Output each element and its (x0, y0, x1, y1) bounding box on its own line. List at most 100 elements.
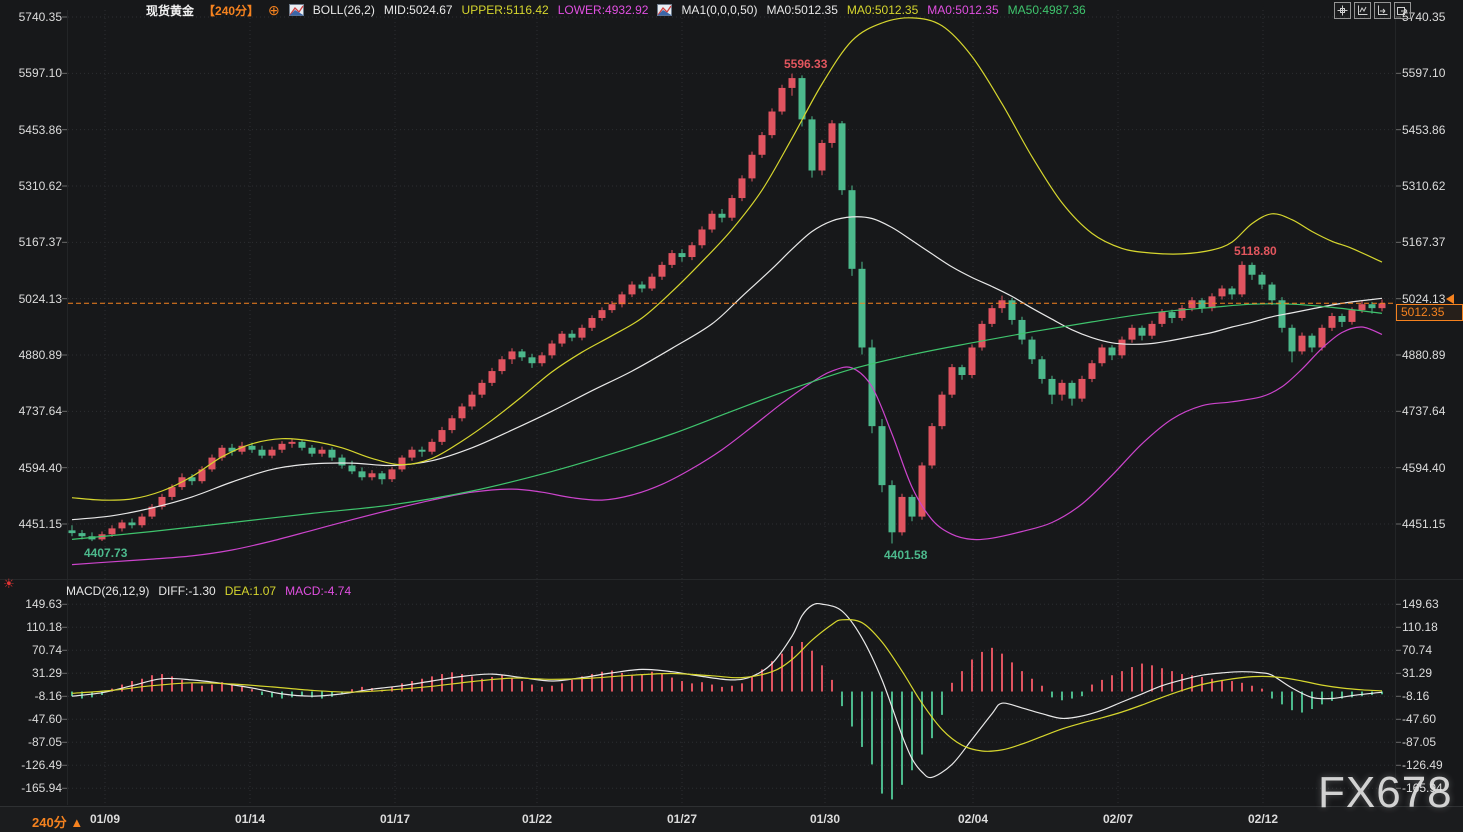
crosshair-icon[interactable] (1334, 2, 1351, 19)
candle-body (1298, 335, 1306, 352)
candle-body (738, 178, 746, 199)
candle-body (258, 449, 266, 456)
candle-body (608, 304, 616, 311)
macd-axis-label: -8.16 (34, 689, 62, 704)
candle-body (898, 496, 906, 533)
price-alert-marker-icon (1446, 293, 1454, 304)
candle-body (488, 371, 496, 383)
candle-body (338, 457, 346, 466)
candle-body (268, 449, 276, 456)
candle-body (728, 198, 736, 218)
indicator-settings-icon[interactable]: ☀ (3, 576, 15, 591)
candle-body (808, 119, 816, 171)
candle-body (788, 78, 796, 88)
candle-body (528, 357, 536, 364)
watermark: FX678 (1318, 768, 1453, 817)
add-indicator-icon[interactable]: ⊕ (268, 2, 280, 18)
candle-body (1328, 316, 1336, 328)
candle-body (998, 300, 1006, 309)
timeframe-up-icon: ▲ (70, 815, 84, 830)
price-annotation: 5596.33 (784, 56, 828, 71)
candle-body (248, 445, 256, 450)
candle-body (988, 308, 996, 324)
date-axis-label: 01/27 (666, 812, 698, 826)
candle-body (438, 430, 446, 442)
macd-axis-label: 149.63 (1402, 597, 1439, 612)
boll-mid-value: MID:5024.67 (383, 3, 453, 17)
candle-body (1068, 382, 1076, 399)
candle-body (1028, 339, 1036, 360)
x-axis-scale-icon[interactable] (1374, 2, 1391, 19)
candle-body (618, 294, 626, 305)
timeframe-selector[interactable]: 240分 ▲ (32, 812, 83, 831)
candle-body (1258, 274, 1266, 285)
price-axis-label: 4594.40 (18, 460, 62, 475)
candle-body (308, 447, 316, 454)
candle-body (1308, 335, 1316, 348)
candle-body (1378, 303, 1386, 309)
candle-body (458, 406, 466, 419)
macd-axis-label: -165.94 (1402, 781, 1443, 796)
candle-body (1228, 288, 1236, 295)
candle-body (418, 449, 426, 452)
macd-dea-value: DEA:1.07 (224, 584, 277, 598)
candle-body (318, 449, 326, 454)
candle-body (408, 449, 416, 458)
candle-body (828, 123, 836, 143)
candle-body (298, 441, 306, 448)
price-axis-label: 5310.62 (1402, 178, 1446, 193)
candle-body (1098, 347, 1106, 364)
date-axis-label: 01/22 (521, 812, 553, 826)
macd-axis-label: 70.74 (1402, 643, 1433, 658)
candle-body (688, 245, 696, 258)
ma-group-label: MA1(0,0,0,50) (681, 3, 758, 17)
candle-body (198, 469, 206, 482)
price-axis-label: 5453.86 (18, 122, 62, 137)
candle-body (818, 142, 826, 171)
candle-body (1168, 312, 1176, 318)
candle-body (508, 351, 516, 360)
macd-axis-label: -87.05 (27, 735, 62, 750)
candle-body (238, 445, 246, 452)
candle-body (78, 533, 86, 537)
candle-body (128, 522, 136, 526)
price-axis-label: 5740.35 (1402, 10, 1446, 24)
candle-body (668, 253, 676, 265)
date-axis-label: 01/09 (89, 812, 121, 826)
candle-body (1248, 264, 1256, 275)
candle-body (1368, 304, 1376, 309)
reset-view-icon[interactable] (1394, 2, 1411, 19)
boll-lower-value: LOWER:4932.92 (557, 3, 649, 17)
price-axis-label: 4880.89 (1402, 347, 1446, 362)
candle-body (908, 496, 916, 517)
candle-body (108, 528, 116, 535)
boll-upper-value: UPPER:5116.42 (461, 3, 549, 17)
macd-axis-label: -8.16 (1402, 689, 1430, 704)
candle-body (498, 359, 506, 372)
candle-body (478, 382, 486, 395)
candle-body (568, 333, 576, 338)
price-axis-label: 5597.10 (18, 66, 62, 81)
candle-body (378, 473, 386, 480)
candle-body (428, 441, 436, 452)
ma0-yellow-value: MA0:5012.35 (846, 3, 919, 17)
candle-body (448, 418, 456, 431)
price-axis-label: 5167.37 (18, 235, 62, 250)
candle-body (228, 447, 236, 452)
ma50-green-value: MA50:4987.36 (1007, 3, 1086, 17)
candle-body (538, 355, 546, 364)
candle-body (878, 426, 886, 486)
price-annotation: 5118.80 (1234, 244, 1277, 259)
y-axis-scale-icon[interactable] (1354, 2, 1371, 19)
candle-body (1088, 363, 1096, 379)
price-axis-label: 5167.37 (1402, 235, 1446, 250)
price-axis-label: 5024.13 (1402, 291, 1446, 306)
candle-body (698, 229, 706, 246)
candle-body (678, 253, 686, 258)
candle-body (148, 506, 156, 517)
candle-body (468, 394, 476, 407)
candle-body (548, 343, 556, 356)
macd-axis-label: 31.29 (31, 666, 62, 681)
candle-body (1058, 382, 1066, 395)
